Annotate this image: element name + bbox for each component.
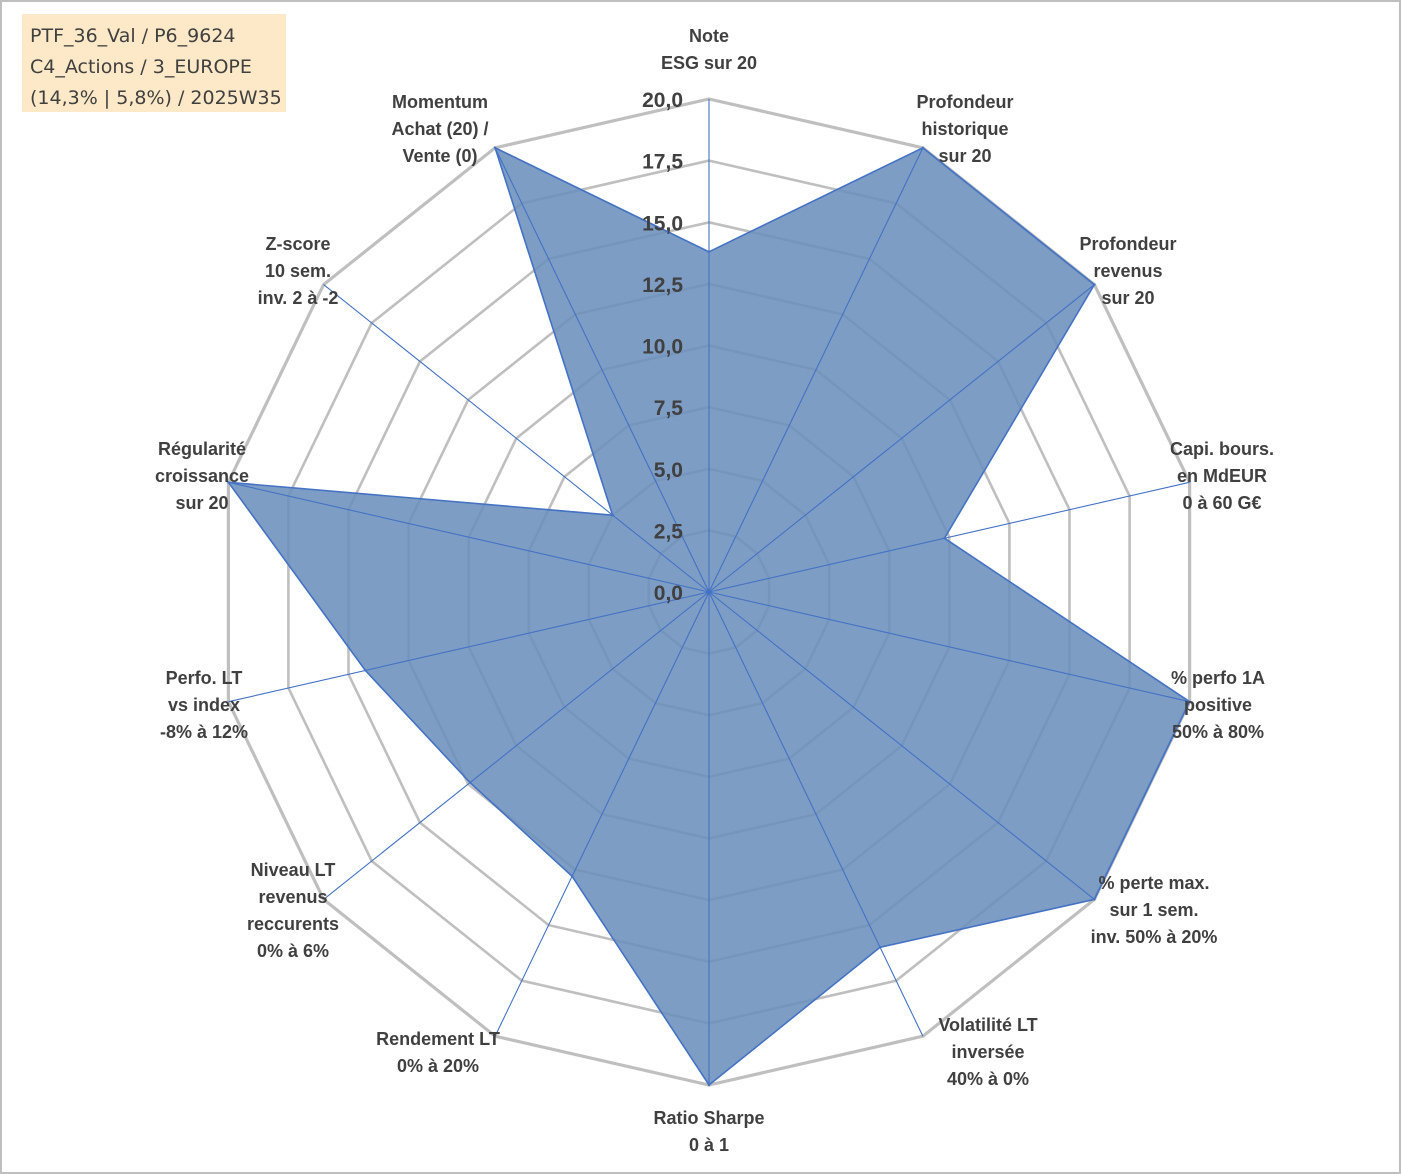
axis-label-6: Volatilité LT inversée 40% à 0% xyxy=(938,1015,1037,1089)
axis-label-line: sur 20 xyxy=(175,493,228,513)
axis-label-line: positive xyxy=(1184,695,1252,715)
axis-label-11: Régularité croissance sur 20 xyxy=(155,439,249,513)
axis-label-line: 0% à 6% xyxy=(257,941,329,961)
axis-spoke xyxy=(494,147,710,593)
axis-spoke xyxy=(708,591,1095,900)
axis-spoke xyxy=(323,591,710,900)
axis-spoke xyxy=(708,147,924,593)
axis-label-line: sur 1 sem. xyxy=(1109,900,1198,920)
axis-spoke xyxy=(708,481,1190,593)
axis-spoke xyxy=(323,284,710,593)
axis-label-8: Rendement LT 0% à 20% xyxy=(376,1029,500,1076)
axis-label-line: Régularité xyxy=(158,439,246,459)
axis-label-line: Z-score xyxy=(265,234,330,254)
tick-label: 7,5 xyxy=(654,397,684,420)
tick-label: 12,5 xyxy=(642,274,683,297)
axis-label-line: reccurents xyxy=(247,914,339,934)
tick-label: 0,0 xyxy=(654,582,683,605)
tick-label: 10,0 xyxy=(642,336,683,359)
axis-label-12: Z-score 10 sem. inv. 2 à -2 xyxy=(258,234,339,308)
axis-label-line: inv. 2 à -2 xyxy=(258,288,339,308)
axis-spoke xyxy=(708,591,924,1037)
axis-spokes xyxy=(228,99,1190,1085)
axis-label-line: 0 à 1 xyxy=(689,1135,729,1155)
axis-spoke xyxy=(494,591,710,1037)
axis-label-line: Niveau LT xyxy=(251,860,336,880)
axis-label-line: croissance xyxy=(155,466,249,486)
tick-label: 5,0 xyxy=(654,459,683,482)
axis-label-13: Momentum Achat (20) / Vente (0) xyxy=(391,92,488,166)
axis-label-line: historique xyxy=(921,119,1008,139)
axis-label-7: Ratio Sharpe 0 à 1 xyxy=(653,1108,764,1155)
axis-spoke xyxy=(708,284,1095,593)
axis-label-line: inversée xyxy=(951,1042,1024,1062)
axis-label-line: ESG sur 20 xyxy=(661,53,757,73)
axis-labels: Note ESG sur 20 Profondeur historique sur 20… xyxy=(155,26,1274,1155)
axis-label-4: % perfo 1A positive 50% à 80% xyxy=(1171,668,1265,742)
axis-label-line: 0% à 20% xyxy=(397,1056,479,1076)
axis-label-3: Capi. bours. en MdEUR 0 à 60 G€ xyxy=(1170,439,1274,513)
axis-label-line: Rendement LT xyxy=(376,1029,500,1049)
axis-label-line: Perfo. LT xyxy=(166,668,243,688)
axis-label-line: revenus xyxy=(258,887,327,907)
axis-label-line: Volatilité LT xyxy=(938,1015,1037,1035)
axis-label-line: Note xyxy=(689,26,729,46)
axis-label-line: 10 sem. xyxy=(265,261,331,281)
axis-label-1: Profondeur historique sur 20 xyxy=(917,92,1014,166)
axis-label-line: sur 20 xyxy=(938,146,991,166)
axis-label-2: Profondeur revenus sur 20 xyxy=(1080,234,1177,308)
axis-label-10: Perfo. LT vs index -8% à 12% xyxy=(160,668,248,742)
axis-label-line: Vente (0) xyxy=(402,146,477,166)
axis-label-line: inv. 50% à 20% xyxy=(1091,927,1218,947)
tick-label: 15,0 xyxy=(642,212,683,235)
axis-label-0: Note ESG sur 20 xyxy=(661,26,757,73)
axis-label-line: sur 20 xyxy=(1101,288,1154,308)
axis-spoke xyxy=(228,591,710,703)
axis-label-line: -8% à 12% xyxy=(160,722,248,742)
portfolio-info-box: PTF_36_Val / P6_9624 C4_Actions / 3_EURO… xyxy=(22,14,286,112)
axis-label-line: 0 à 60 G€ xyxy=(1182,493,1261,513)
axis-label-9: Niveau LT revenus reccurents 0% à 6% xyxy=(247,860,339,961)
axis-label-line: % perfo 1A xyxy=(1171,668,1265,688)
axis-label-line: Achat (20) / xyxy=(391,119,488,139)
axis-label-line: Ratio Sharpe xyxy=(653,1108,764,1128)
radial-tick-labels: 0,0 2,5 5,0 7,5 10,0 12,5 15,0 17,5 20,0 xyxy=(642,89,683,605)
axis-label-line: 50% à 80% xyxy=(1172,722,1264,742)
axis-label-line: Profondeur xyxy=(917,92,1014,112)
axis-label-line: Momentum xyxy=(392,92,488,112)
axis-label-line: Capi. bours. xyxy=(1170,439,1274,459)
axis-spoke xyxy=(228,481,710,593)
axis-spoke xyxy=(708,591,1190,703)
axis-label-line: en MdEUR xyxy=(1177,466,1267,486)
axis-label-line: revenus xyxy=(1093,261,1162,281)
tick-label: 20,0 xyxy=(642,89,683,112)
info-line-1: PTF_36_Val / P6_9624 xyxy=(30,25,236,47)
axis-label-line: Profondeur xyxy=(1080,234,1177,254)
axis-label-5: % perte max. sur 1 sem. inv. 50% à 20% xyxy=(1091,873,1218,947)
axis-label-line: 40% à 0% xyxy=(947,1069,1029,1089)
tick-label: 2,5 xyxy=(654,520,684,543)
axis-label-line: % perte max. xyxy=(1098,873,1209,893)
info-line-3: (14,3% | 5,8%) / 2025W35 xyxy=(30,87,282,109)
axis-label-line: vs index xyxy=(168,695,240,715)
info-line-2: C4_Actions / 3_EUROPE xyxy=(30,56,252,78)
tick-label: 17,5 xyxy=(642,151,683,174)
